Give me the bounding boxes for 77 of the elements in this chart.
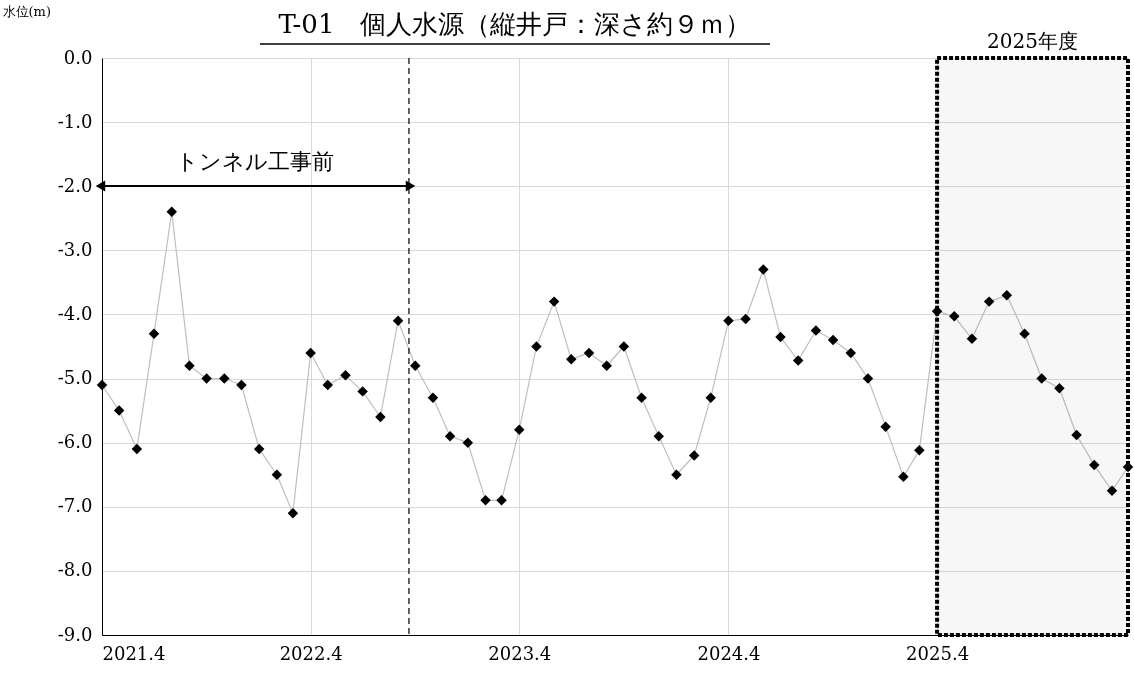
point [705,392,716,404]
point [392,315,404,327]
point [671,469,682,480]
y-tick-label: -9.0 [57,623,93,645]
x-tick-label: 2022.4 [279,642,343,664]
point [1019,328,1030,339]
point [966,333,978,345]
point [322,379,334,391]
point [548,296,560,307]
x-tick-label: 2025.4 [906,642,970,664]
point [948,311,960,322]
point [898,471,909,482]
point [184,360,195,371]
x-tick-label: 2023.4 [488,642,552,664]
point [845,347,857,359]
point [723,315,734,327]
point [583,347,595,359]
y-tick-label: -1.0 [57,110,93,132]
y-tick-label: -8.0 [57,559,93,581]
point [531,341,542,352]
y-tick-label: -3.0 [57,238,93,260]
point [427,392,439,404]
point [1071,429,1082,441]
point [113,405,125,416]
point [148,328,160,339]
y-axis-title: 水位(m) [2,3,51,19]
point [514,424,525,436]
point [375,411,386,423]
point [462,437,474,448]
point [810,325,822,336]
point [96,379,108,391]
point [688,450,700,461]
point [219,373,230,384]
point [792,355,804,366]
point [409,360,421,371]
point [1106,485,1118,496]
point [201,373,212,384]
point [1001,289,1013,301]
point [636,392,647,404]
y-tick-label: -4.0 [57,302,93,324]
point [305,347,316,359]
y-tick-label: -2.0 [57,174,93,196]
y-tick-label: -6.0 [57,431,93,453]
annotation: トンネル工事前 [176,149,335,174]
point [914,445,925,456]
point [131,443,143,455]
point [1054,382,1065,394]
point [775,331,786,343]
point [444,431,456,442]
y-tick-label: -5.0 [57,367,93,389]
point [566,354,577,365]
point [166,206,177,218]
y-tick-label: 0.0 [63,46,93,68]
point [1036,373,1047,384]
point [827,334,839,346]
point [618,341,630,352]
point [496,495,507,506]
point [287,507,299,519]
point [480,495,491,506]
point [357,386,368,397]
point [983,296,995,307]
chart-title: T-01 個人水源（縦井戸：深さ約９ｍ） [278,9,752,39]
point [236,379,247,391]
point [758,264,769,275]
point [862,373,874,384]
x-tick-label: 2024.4 [697,642,761,664]
band-label: 2025年度 [987,29,1078,53]
point [1089,459,1100,471]
point [340,370,351,381]
point [601,360,612,371]
point [740,313,751,325]
point [271,469,283,480]
point [653,431,664,442]
x-tick-label: 2021.4 [102,642,166,664]
point [880,421,891,432]
point [253,443,265,455]
y-tick-label: -7.0 [57,495,93,517]
